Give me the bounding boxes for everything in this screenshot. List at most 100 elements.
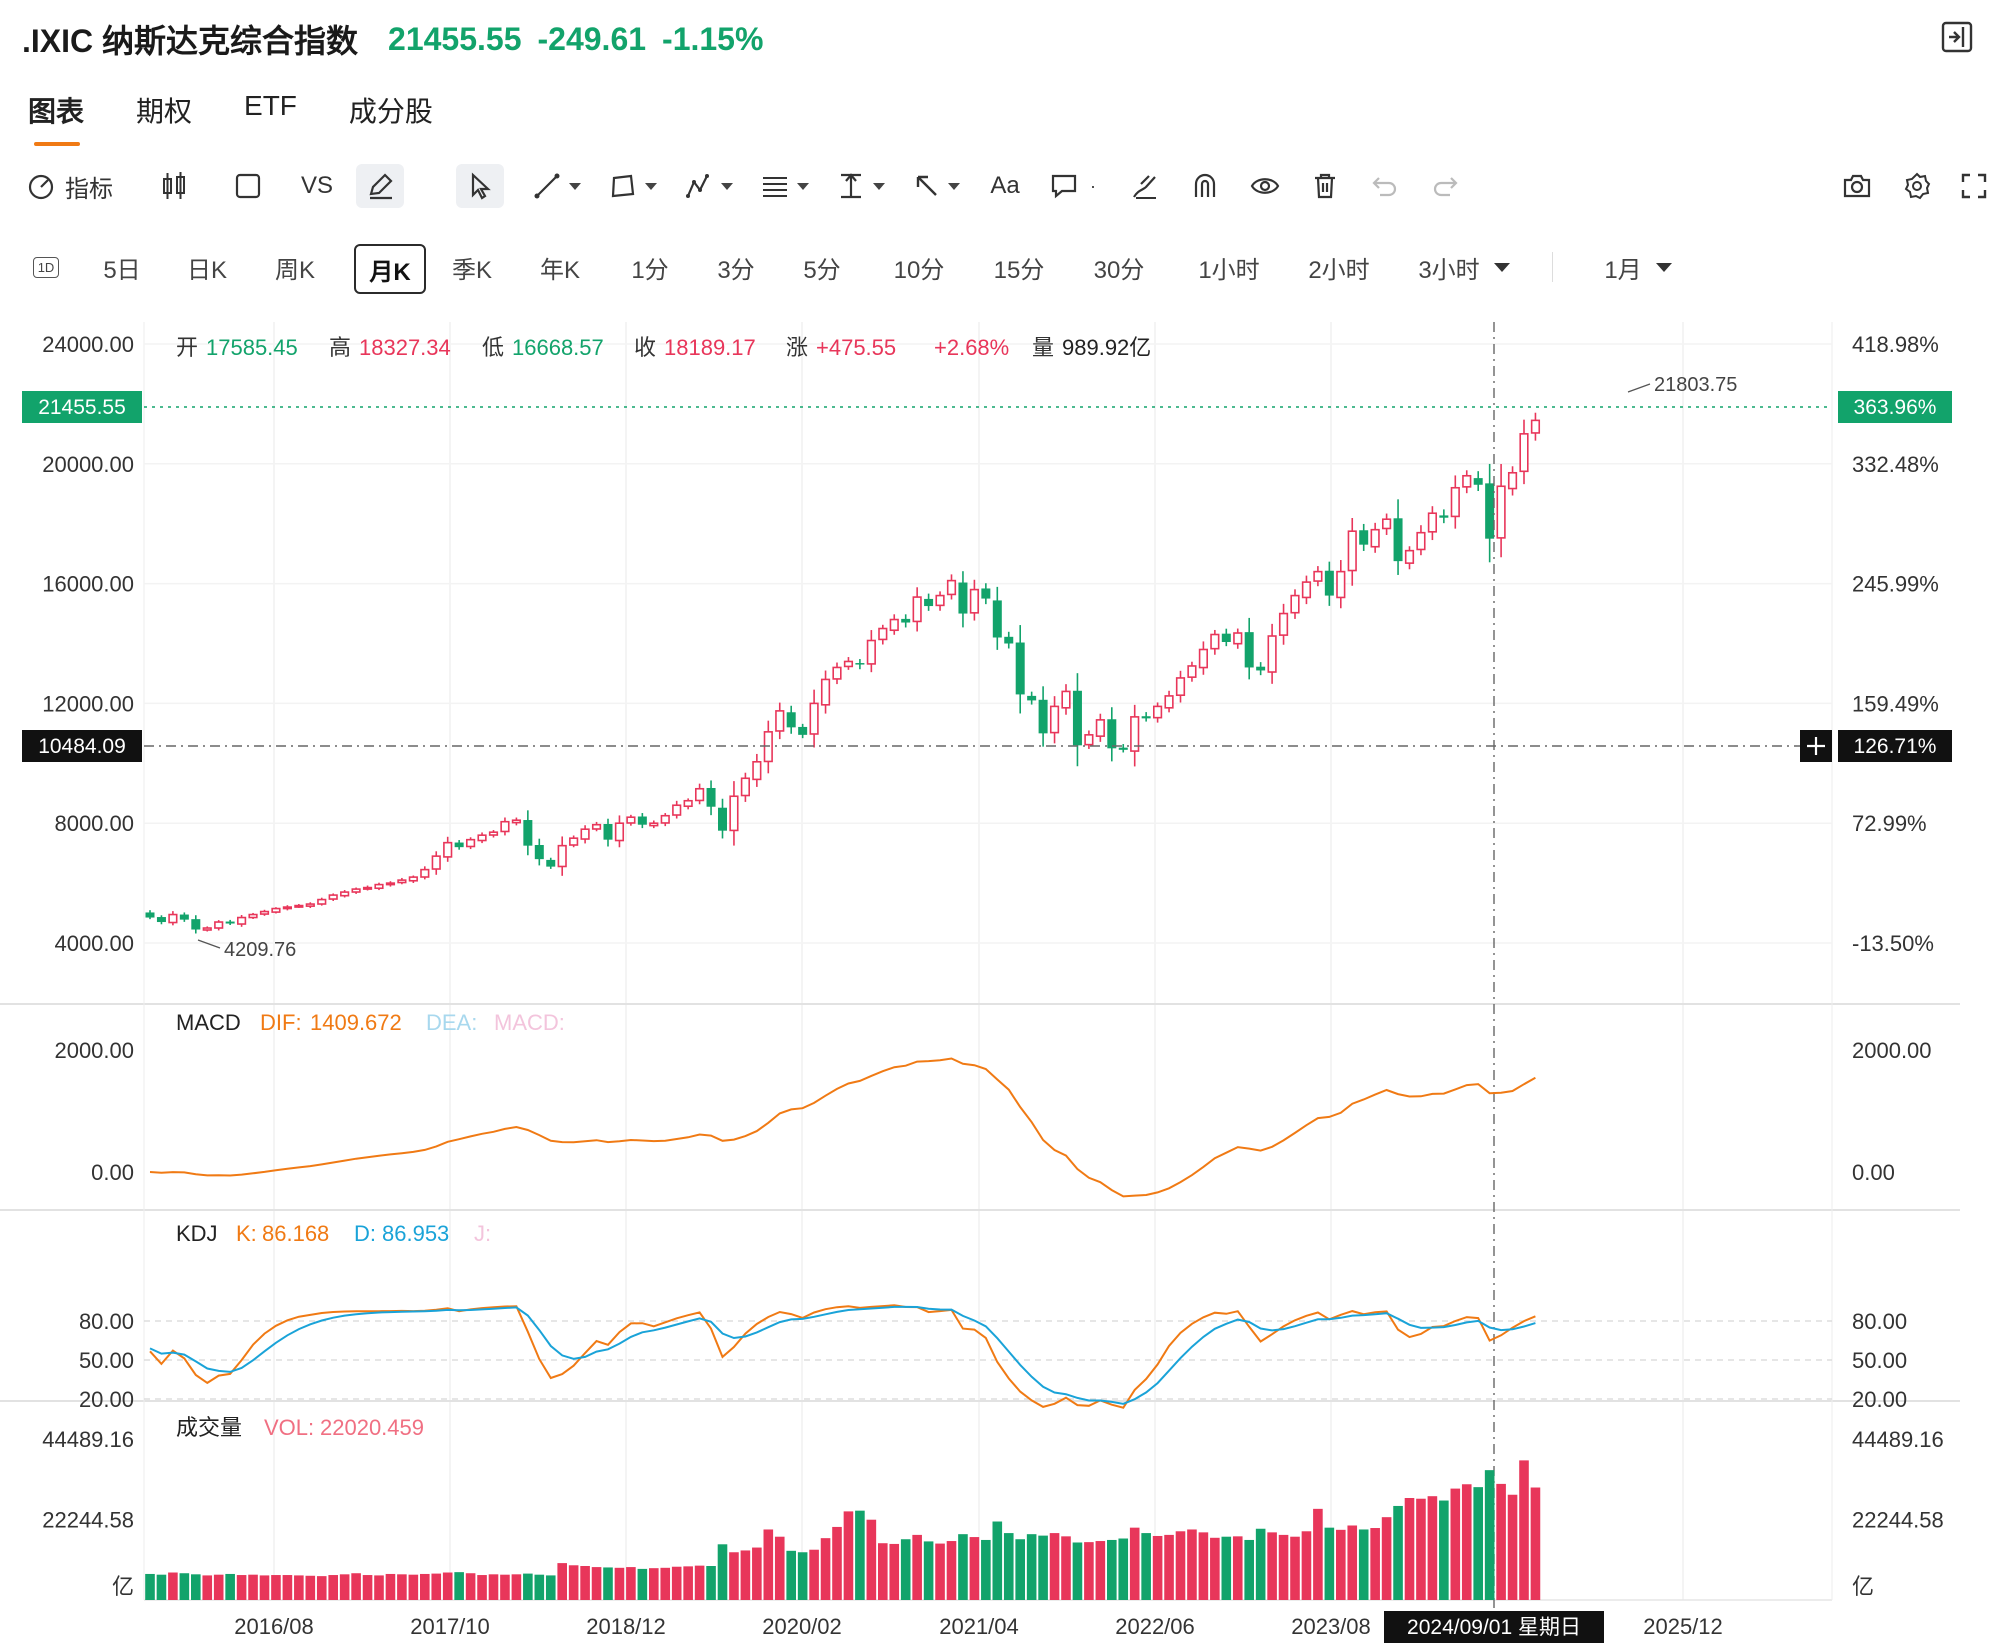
indicator-icon	[28, 174, 54, 200]
fullscreen-button[interactable]	[1954, 164, 1992, 208]
volume-bar	[1519, 1460, 1529, 1600]
cursor-tool[interactable]	[456, 164, 504, 208]
candle-body	[443, 841, 453, 858]
undo-button[interactable]	[1362, 164, 1408, 208]
tab-chart[interactable]: 图表	[28, 90, 84, 146]
settings-button[interactable]	[1894, 164, 1940, 208]
delete-tool[interactable]	[1302, 164, 1348, 208]
dif-label: DIF:	[260, 1010, 302, 1035]
volume-bar	[1290, 1536, 1300, 1600]
candle-body	[202, 927, 212, 931]
volume-bar	[1095, 1541, 1106, 1600]
volume-bar	[1324, 1527, 1335, 1600]
fib-tool[interactable]	[756, 164, 814, 208]
candle-body	[385, 882, 396, 886]
candle-body	[912, 596, 922, 623]
candle-body	[1141, 716, 1151, 719]
chevron-down-icon	[948, 182, 960, 190]
period-3h[interactable]: 3小时	[1404, 244, 1524, 290]
period-week[interactable]: 周K	[274, 256, 315, 284]
period-day[interactable]: 日K	[186, 256, 227, 284]
kdj-tick-label: 80.00	[79, 1309, 134, 1334]
tab-etf[interactable]: ETF	[244, 90, 297, 121]
candle-body	[1382, 518, 1392, 530]
measure-tool[interactable]	[832, 164, 890, 208]
period-1m[interactable]: 1分	[631, 256, 669, 284]
layout-button[interactable]	[228, 164, 268, 208]
candle-body	[901, 618, 911, 623]
text-tool[interactable]: Aa	[990, 172, 1020, 199]
candle-body	[1027, 695, 1037, 701]
period-10m[interactable]: 10分	[893, 256, 945, 284]
x-tick-label: 2020/02	[762, 1614, 842, 1639]
period-5m[interactable]: 5分	[803, 256, 841, 284]
pct-tick-label: 245.99%	[1852, 572, 1939, 597]
volume-bar	[763, 1529, 774, 1600]
volume-bar	[454, 1572, 464, 1600]
volume-bar	[236, 1575, 247, 1600]
volume-bar	[923, 1541, 934, 1600]
volume-bar	[145, 1573, 155, 1600]
volume-bar	[878, 1543, 888, 1600]
camera-icon	[1843, 174, 1871, 198]
period-5d[interactable]: 5日	[103, 256, 141, 284]
screenshot-button[interactable]	[1834, 164, 1880, 208]
chevron-down-icon	[721, 182, 733, 190]
period-year[interactable]: 年K	[539, 256, 580, 284]
volume-tick-label: 22244.58	[42, 1508, 134, 1533]
intraday-badge[interactable]: 1D	[26, 244, 66, 290]
period-15m[interactable]: 15分	[993, 256, 1045, 284]
volume-bar	[1267, 1532, 1277, 1600]
candle-body	[729, 795, 739, 832]
crosshair-pct-tag[interactable]: 126.71%	[1800, 730, 1952, 762]
trash-icon	[1315, 173, 1335, 199]
redo-button[interactable]	[1422, 164, 1468, 208]
eye-icon	[1250, 178, 1280, 194]
period-2h[interactable]: 2小时	[1308, 256, 1370, 284]
compare-button[interactable]: VS	[300, 172, 333, 199]
high-label: 高	[329, 335, 351, 360]
candle-body	[935, 594, 945, 607]
shape-tool[interactable]	[604, 164, 662, 208]
volume-bar	[1129, 1527, 1140, 1600]
candle-body	[924, 598, 934, 607]
visibility-tool[interactable]	[1242, 164, 1288, 208]
volume-tick-label: 44489.16	[42, 1427, 134, 1452]
candle-body	[1393, 518, 1403, 562]
exit-panel-icon[interactable]	[1940, 20, 1974, 54]
volume-bar	[545, 1575, 556, 1600]
magnet-tool[interactable]	[1182, 164, 1228, 208]
period-3m[interactable]: 3分	[717, 256, 755, 284]
tab-components[interactable]: 成分股	[348, 96, 433, 127]
candle-body	[259, 910, 270, 915]
chart-area[interactable]: 24000.00 20000.00 16000.00 12000.00 8000.00 4…	[0, 300, 1992, 1644]
chart-type-button[interactable]	[154, 164, 194, 208]
arrow-tool[interactable]	[908, 164, 966, 208]
period-30m[interactable]: 30分	[1093, 256, 1145, 284]
macd-tick-label: 2000.00	[1852, 1038, 1932, 1063]
period-quarter[interactable]: 季K	[451, 256, 492, 284]
candle-body	[683, 799, 693, 808]
indicators-button[interactable]: 指标	[22, 164, 118, 208]
candle-body	[1404, 549, 1415, 564]
candle-body	[1519, 433, 1529, 473]
draw-mode-button[interactable]	[356, 164, 404, 208]
macd-legend: MACD DIF: 1409.672 DEA: MACD:	[176, 1010, 565, 1035]
volume-bar	[271, 1575, 281, 1600]
range-selector[interactable]: 1月	[1588, 244, 1688, 290]
pattern-tool[interactable]	[680, 164, 738, 208]
candle-body	[546, 859, 556, 867]
price-tick-label: 24000.00	[42, 332, 134, 357]
comment-tool[interactable]: ·	[1042, 164, 1104, 208]
tab-options[interactable]: 期权	[136, 96, 193, 127]
grid	[0, 322, 1960, 1601]
period-1h[interactable]: 1小时	[1198, 256, 1260, 284]
period-month[interactable]: 月K	[354, 244, 426, 294]
current-price-tag-right: 363.96%	[1838, 391, 1952, 423]
volume-title: 成交量	[176, 1415, 242, 1440]
volume-bar	[294, 1575, 304, 1600]
brush-tool[interactable]	[1122, 164, 1168, 208]
line-tool[interactable]	[528, 164, 586, 208]
volume-bar	[958, 1534, 968, 1600]
candle-body	[1095, 719, 1105, 737]
